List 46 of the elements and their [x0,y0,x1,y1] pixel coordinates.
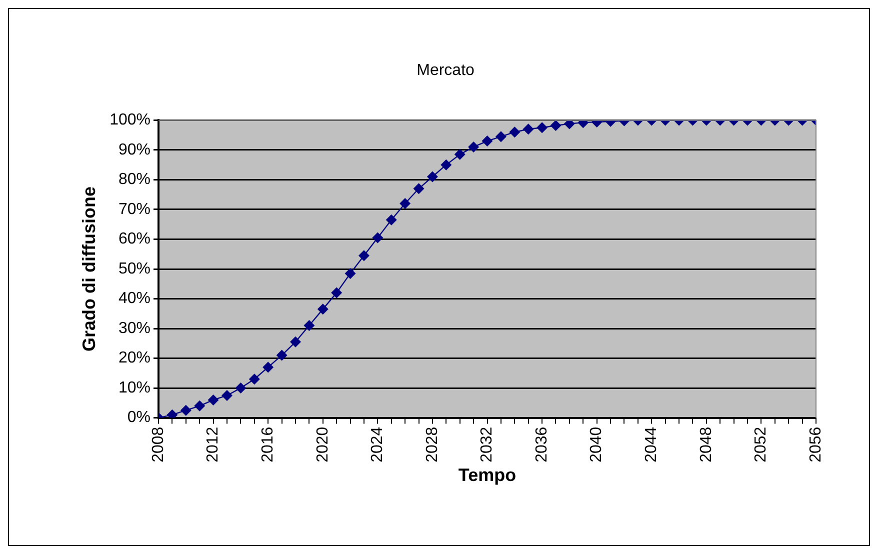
y-tick-label: 0% [127,409,151,426]
point [413,183,424,194]
x-tick-label: 2024 [369,426,386,462]
point [208,394,219,406]
x-axis-title: Tempo [458,465,516,486]
x-tick-label: 2016 [260,426,277,462]
x-tick-label: 2036 [533,426,550,462]
x-tick-label: 2044 [643,426,660,462]
x-tick-label: 2008 [150,426,167,462]
point [344,268,356,279]
point [331,287,342,298]
point [386,214,397,226]
x-tick-label: 2048 [698,426,715,462]
point [194,400,206,412]
point [372,232,384,244]
x-tick-label: 2028 [424,426,441,462]
point [400,198,411,210]
y-tick-label: 70% [118,200,151,218]
point [248,374,260,385]
y-tick-label: 100% [110,112,151,129]
point [276,350,288,361]
y-tick-label: 10% [118,379,151,396]
x-tick-label: 2052 [752,426,770,462]
y-axis-title: Grado di diffusione [78,186,99,352]
y-tick-label: 80% [118,171,151,188]
point [262,362,274,373]
point [304,320,315,332]
x-tick-label: 2040 [588,426,606,462]
y-tick-label: 60% [118,230,151,248]
x-tick-label: 2020 [314,426,332,462]
point [317,304,328,315]
y-tick-label: 30% [118,320,151,337]
point [564,120,575,130]
x-tick-label: 2056 [807,426,824,462]
chart-title: Mercato [416,62,474,80]
x-tick-label: 2032 [478,426,496,462]
point [222,390,233,401]
point [358,250,370,262]
y-tick-label: 40% [118,290,151,308]
y-tick-label: 90% [118,141,151,158]
y-tick-label: 50% [118,260,151,278]
point [235,382,246,394]
point [290,336,301,348]
point [180,404,192,416]
y-tick-label: 20% [118,350,151,367]
x-tick-label: 2012 [204,426,222,462]
